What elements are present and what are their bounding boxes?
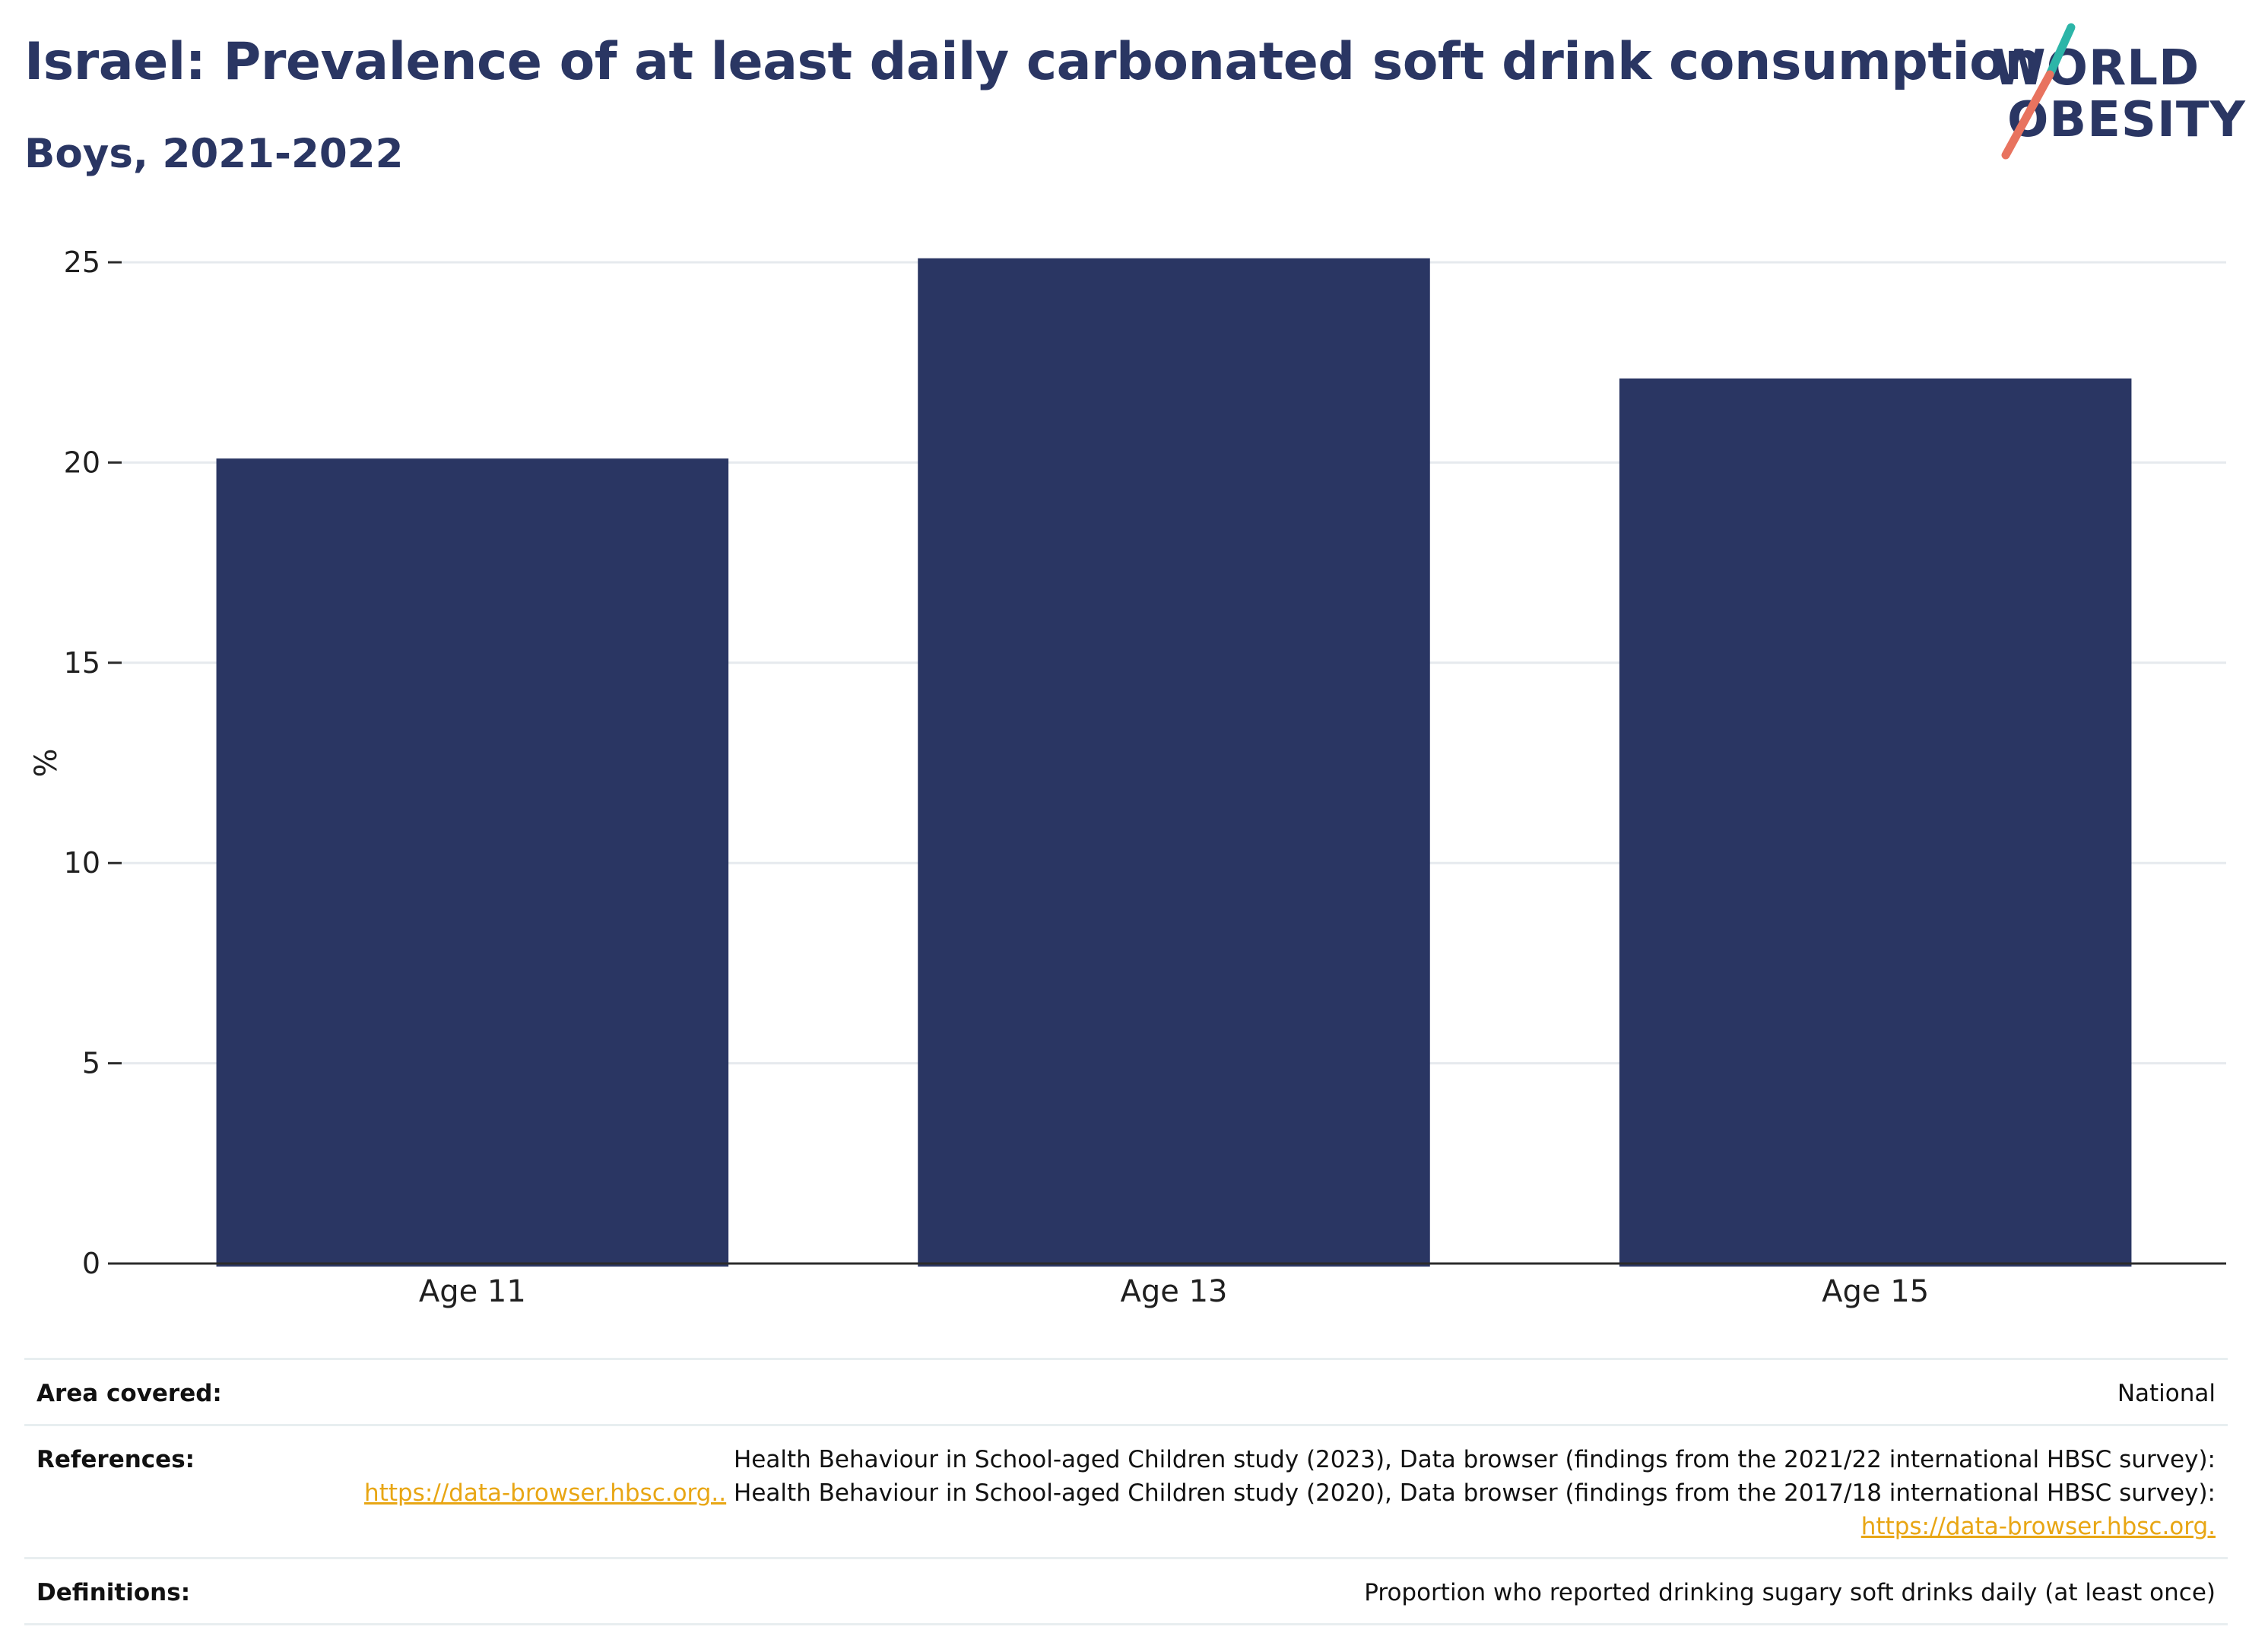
bar-chart: 0 5 10 15 20 25 Age 11 Age 13 Age 15%	[0, 213, 2249, 1323]
logo-text-line1: WORLD	[1992, 40, 2200, 97]
y-tick-label: 5	[82, 1047, 100, 1080]
references-link-2[interactable]: https://data-browser.hbsc.org.	[1860, 1513, 2216, 1540]
area-covered-value: National	[2117, 1380, 2216, 1407]
y-tick-label: 15	[64, 646, 100, 680]
chart-subtitle: Boys, 2021-2022	[24, 131, 404, 177]
bar	[216, 458, 729, 1267]
meta-row-definitions: Definitions: Proportion who reported dri…	[24, 1557, 2228, 1625]
bar	[1619, 378, 2132, 1267]
x-tick-label: Age 13	[1121, 1274, 1228, 1309]
references-link-1[interactable]: https://data-browser.hbsc.org..	[364, 1479, 727, 1507]
logo-slash-icon	[2001, 23, 2076, 160]
y-tick-label: 10	[64, 846, 100, 880]
meta-row-references: References: Health Behaviour in School-a…	[24, 1424, 2228, 1557]
x-tick-label: Age 11	[419, 1274, 526, 1309]
y-tick-label: 25	[64, 246, 100, 279]
definitions-value: Proportion who reported drinking sugary …	[1364, 1579, 2216, 1606]
area-covered-label: Area covered:	[36, 1380, 222, 1407]
chart-svg: 0 5 10 15 20 25 Age 11 Age 13 Age 15%	[29, 246, 2226, 1309]
logo-text-line2: OBESITY	[2007, 92, 2246, 148]
definitions-label: Definitions:	[36, 1579, 191, 1606]
references-label: References:	[36, 1446, 195, 1473]
y-tick-label: 20	[64, 446, 100, 479]
references-text-1: Health Behaviour in School-aged Children…	[734, 1446, 2216, 1473]
references-value: Health Behaviour in School-aged Children…	[310, 1443, 2216, 1543]
metadata-table: Area covered: National References: Healt…	[24, 1358, 2228, 1625]
y-axis-label: %	[29, 748, 64, 777]
y-tick-label: 0	[82, 1247, 100, 1280]
world-obesity-logo: WORLD OBESITY	[1977, 21, 2245, 166]
chart-title: Israel: Prevalence of at least daily car…	[24, 32, 2041, 92]
bar	[918, 258, 1430, 1267]
x-tick-label: Age 15	[1822, 1274, 1929, 1309]
meta-row-area: Area covered: National	[24, 1358, 2228, 1424]
references-text-2: Health Behaviour in School-aged Children…	[726, 1479, 2216, 1507]
